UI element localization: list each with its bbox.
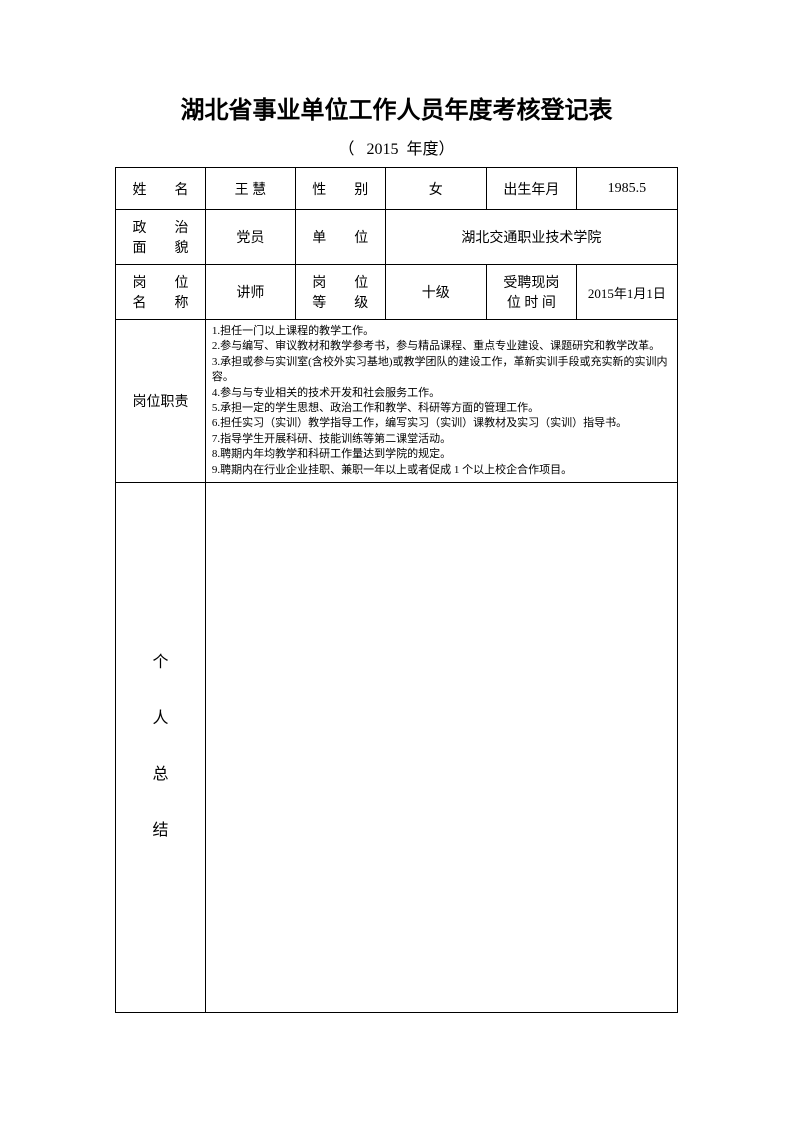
- birth-label: 出生年月: [486, 168, 576, 210]
- unit-label: 单 位: [295, 210, 385, 265]
- table-row: 岗位职责 1.担任一门以上课程的教学工作。2.参与编写、审议教材和教学参考书，参…: [116, 320, 678, 483]
- table-row: 个 人 总 结: [116, 482, 678, 1012]
- duties-item: 2.参与编写、审议教材和教学参考书，参与精品课程、重点专业建设、课题研究和教学改…: [212, 339, 671, 354]
- subtitle-year: 2015: [367, 141, 399, 158]
- duties-item: 4.参与与专业相关的技术开发和社会服务工作。: [212, 386, 671, 401]
- table-row: 姓 名 王 慧 性 别 女 出生年月 1985.5: [116, 168, 678, 210]
- hire-value: 2015年1月1日: [576, 265, 677, 320]
- summary-content: [205, 482, 677, 1012]
- level-value: 十级: [385, 265, 486, 320]
- birth-value: 1985.5: [576, 168, 677, 210]
- duties-item: 5.承担一定的学生思想、政治工作和教学、科研等方面的管理工作。: [212, 401, 671, 416]
- subtitle-prefix: （: [338, 141, 354, 158]
- summary-label: 个 人 总 结: [116, 482, 206, 1012]
- duties-item: 9.聘期内在行业企业挂职、兼职一年以上或者促成 1 个以上校企合作项目。: [212, 463, 671, 478]
- table-row: 政 治 面 貌 党员 单 位 湖北交通职业技术学院: [116, 210, 678, 265]
- gender-label: 性 别: [295, 168, 385, 210]
- name-value: 王 慧: [205, 168, 295, 210]
- duties-content: 1.担任一门以上课程的教学工作。2.参与编写、审议教材和教学参考书，参与精品课程…: [205, 320, 677, 483]
- level-label: 岗 位 等 级: [295, 265, 385, 320]
- political-label: 政 治 面 貌: [116, 210, 206, 265]
- duties-item: 3.承担或参与实训室(含校外实习基地)或教学团队的建设工作，革新实训手段或充实新…: [212, 355, 671, 386]
- name-label: 姓 名: [116, 168, 206, 210]
- table-row: 岗 位 名 称 讲师 岗 位 等 级 十级 受聘现岗 位 时 间 2015年1月…: [116, 265, 678, 320]
- subtitle-suffix: 年度）: [407, 141, 455, 158]
- position-label: 岗 位 名 称: [116, 265, 206, 320]
- gender-value: 女: [385, 168, 486, 210]
- duties-item: 8.聘期内年均教学和科研工作量达到学院的规定。: [212, 447, 671, 462]
- hire-label: 受聘现岗 位 时 间: [486, 265, 576, 320]
- unit-value: 湖北交通职业技术学院: [385, 210, 677, 265]
- page-title: 湖北省事业单位工作人员年度考核登记表: [115, 90, 678, 125]
- duties-label: 岗位职责: [116, 320, 206, 483]
- political-value: 党员: [205, 210, 295, 265]
- assessment-table: 姓 名 王 慧 性 别 女 出生年月 1985.5 政 治 面 貌 党员 单 位…: [115, 167, 678, 1013]
- duties-item: 6.担任实习（实训）教学指导工作，编写实习（实训）课教材及实习（实训）指导书。: [212, 416, 671, 431]
- duties-item: 1.担任一门以上课程的教学工作。: [212, 324, 671, 339]
- position-value: 讲师: [205, 265, 295, 320]
- page-subtitle: （ 2015 年度）: [115, 135, 678, 159]
- duties-item: 7.指导学生开展科研、技能训练等第二课堂活动。: [212, 432, 671, 447]
